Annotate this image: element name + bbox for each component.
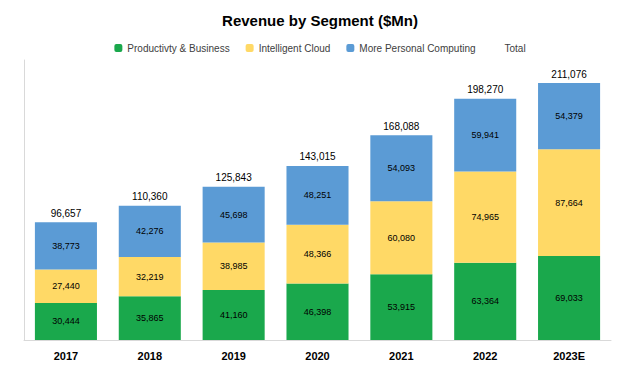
svg-text:48,366: 48,366 [304, 249, 332, 259]
svg-text:60,080: 60,080 [388, 233, 416, 243]
svg-text:2019: 2019 [221, 350, 245, 362]
svg-text:32,219: 32,219 [136, 272, 164, 282]
svg-text:2022: 2022 [473, 350, 497, 362]
svg-text:54,093: 54,093 [388, 163, 416, 173]
svg-text:More Personal Computing: More Personal Computing [359, 43, 475, 54]
svg-text:87,664: 87,664 [555, 198, 583, 208]
svg-text:59,941: 59,941 [471, 130, 499, 140]
svg-text:96,657: 96,657 [51, 208, 82, 219]
svg-text:2021: 2021 [389, 350, 413, 362]
svg-text:35,865: 35,865 [136, 313, 164, 323]
svg-text:Revenue by Segment ($Mn): Revenue by Segment ($Mn) [222, 12, 418, 29]
svg-text:2020: 2020 [305, 350, 329, 362]
svg-text:Productivty & Business: Productivty & Business [127, 43, 229, 54]
svg-text:2023E: 2023E [553, 350, 585, 362]
svg-text:63,364: 63,364 [471, 296, 499, 306]
svg-text:125,843: 125,843 [216, 172, 253, 183]
svg-text:54,379: 54,379 [555, 111, 583, 121]
svg-text:2017: 2017 [54, 350, 78, 362]
svg-text:45,698: 45,698 [220, 210, 248, 220]
svg-text:53,915: 53,915 [388, 302, 416, 312]
svg-text:38,773: 38,773 [52, 241, 80, 251]
svg-text:Intelligent Cloud: Intelligent Cloud [259, 43, 331, 54]
svg-text:168,088: 168,088 [383, 121, 420, 132]
svg-text:46,398: 46,398 [304, 307, 332, 317]
svg-text:38,985: 38,985 [220, 261, 248, 271]
svg-text:74,965: 74,965 [471, 212, 499, 222]
svg-text:42,276: 42,276 [136, 226, 164, 236]
svg-text:2018: 2018 [138, 350, 162, 362]
svg-text:143,015: 143,015 [299, 151, 336, 162]
svg-text:48,251: 48,251 [304, 190, 332, 200]
svg-text:30,444: 30,444 [52, 316, 80, 326]
svg-text:198,270: 198,270 [467, 84, 504, 95]
svg-text:211,076: 211,076 [551, 69, 587, 80]
svg-text:41,160: 41,160 [220, 310, 248, 320]
svg-text:110,360: 110,360 [132, 191, 168, 202]
svg-text:Total: Total [505, 43, 526, 54]
svg-text:69,033: 69,033 [555, 293, 583, 303]
svg-text:27,440: 27,440 [52, 281, 80, 291]
